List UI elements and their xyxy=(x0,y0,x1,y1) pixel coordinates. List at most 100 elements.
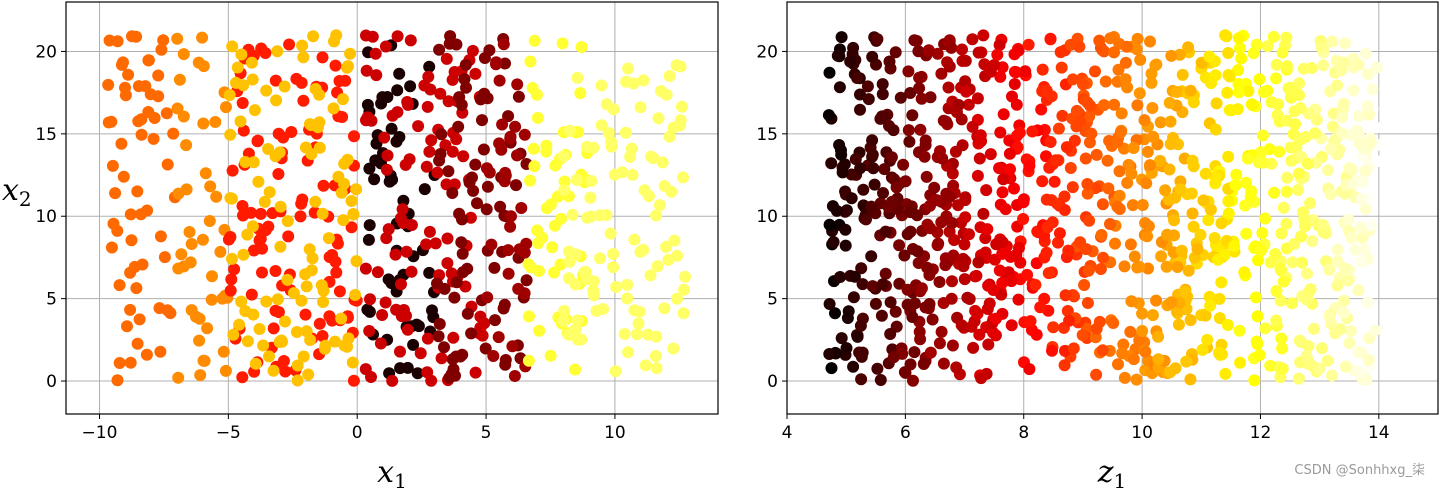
scatter-point xyxy=(262,143,275,155)
scatter-point xyxy=(884,328,897,340)
scatter-point xyxy=(947,249,960,262)
y-tick-label: 20 xyxy=(35,42,57,62)
scatter-point xyxy=(966,120,979,133)
scatter-point xyxy=(374,337,387,350)
scatter-point xyxy=(172,187,185,200)
scatter-point xyxy=(522,354,535,367)
scatter-point xyxy=(290,326,303,338)
scatter-point xyxy=(845,192,858,205)
scatter-point xyxy=(1342,213,1355,226)
scatter-point xyxy=(497,302,510,315)
scatter-point xyxy=(236,371,249,384)
scatter-point xyxy=(1061,305,1074,317)
scatter-point xyxy=(239,156,252,168)
scatter-point xyxy=(536,231,549,244)
scatter-point xyxy=(432,330,445,343)
scatter-point xyxy=(478,52,491,64)
scatter-point xyxy=(528,160,541,173)
scatter-point xyxy=(945,41,958,54)
scatter-point xyxy=(1163,163,1176,176)
scatter-point xyxy=(1125,295,1138,308)
scatter-point xyxy=(862,93,875,106)
scatter-point xyxy=(1286,256,1299,269)
scatter-point xyxy=(855,350,868,363)
scatter-point xyxy=(854,319,867,332)
scatter-point xyxy=(1154,154,1167,167)
scatter-point xyxy=(845,168,858,181)
scatter-point xyxy=(1113,189,1126,202)
scatter-point xyxy=(302,368,315,381)
scatter-point xyxy=(955,319,968,332)
scatter-point xyxy=(1228,240,1241,252)
scatter-point xyxy=(679,270,692,283)
scatter-point xyxy=(391,84,404,97)
scatter-point xyxy=(973,152,986,165)
scatter-point xyxy=(1023,159,1036,172)
scatter-point xyxy=(279,365,292,378)
scatter-point xyxy=(442,165,455,178)
scatter-point xyxy=(1080,243,1093,256)
scatter-point xyxy=(1107,317,1120,329)
scatter-point xyxy=(197,354,210,367)
scatter-point xyxy=(670,59,683,72)
scatter-point xyxy=(1204,299,1217,312)
scatter-point xyxy=(1255,244,1268,257)
y-tick-label: 15 xyxy=(756,125,778,145)
scatter-point xyxy=(945,292,958,305)
scatter-point xyxy=(1090,148,1103,161)
scatter-point xyxy=(1213,292,1226,305)
scatter-point xyxy=(678,283,690,296)
scatter-point xyxy=(446,187,459,199)
scatter-point xyxy=(247,156,260,169)
scatter-point xyxy=(122,68,135,81)
scatter-point xyxy=(1274,263,1287,276)
scatter-point xyxy=(313,141,326,154)
scatter-point xyxy=(917,358,930,370)
scatter-point xyxy=(105,241,118,254)
scatter-point xyxy=(434,87,447,100)
scatter-point xyxy=(1058,204,1071,216)
scatter-point xyxy=(1070,104,1083,117)
scatter-point xyxy=(1130,373,1143,386)
scatter-point xyxy=(1049,154,1062,167)
scatter-point xyxy=(1241,152,1254,165)
scatter-point xyxy=(913,82,926,95)
scatter-point xyxy=(1293,77,1306,90)
scatter-point xyxy=(1094,263,1107,275)
scatter-point xyxy=(1256,227,1269,239)
scatter-point xyxy=(381,91,394,103)
scatter-point xyxy=(1196,343,1209,356)
scatter-point xyxy=(365,371,377,383)
scatter-point xyxy=(904,87,917,99)
scatter-point xyxy=(1008,78,1021,90)
scatter-point xyxy=(237,124,250,137)
scatter-point xyxy=(337,214,350,227)
scatter-point xyxy=(382,223,395,236)
scatter-point xyxy=(447,331,460,344)
scatter-point xyxy=(996,186,1009,199)
scatter-point xyxy=(1323,310,1336,323)
scatter-point xyxy=(272,168,285,180)
scatter-point xyxy=(645,150,658,163)
scatter-point xyxy=(303,118,316,131)
scatter-point xyxy=(161,158,174,171)
scatter-point xyxy=(650,209,663,222)
scatter-point xyxy=(1322,164,1335,177)
scatter-point xyxy=(1046,344,1058,357)
scatter-point xyxy=(996,247,1009,260)
scatter-point xyxy=(1361,296,1374,309)
scatter-point xyxy=(1111,135,1124,148)
scatter-point xyxy=(313,317,326,330)
scatter-point xyxy=(569,323,582,336)
scatter-point xyxy=(663,70,676,82)
scatter-point xyxy=(673,119,686,132)
scatter-point xyxy=(333,285,346,298)
scatter-point xyxy=(1172,318,1185,331)
scatter-point xyxy=(438,341,450,354)
scatter-point xyxy=(1301,157,1314,170)
scatter-point xyxy=(155,43,168,56)
scatter-point xyxy=(1246,99,1259,112)
scatter-point xyxy=(940,115,953,128)
scatter-point xyxy=(619,126,632,139)
scatter-point xyxy=(569,363,582,376)
